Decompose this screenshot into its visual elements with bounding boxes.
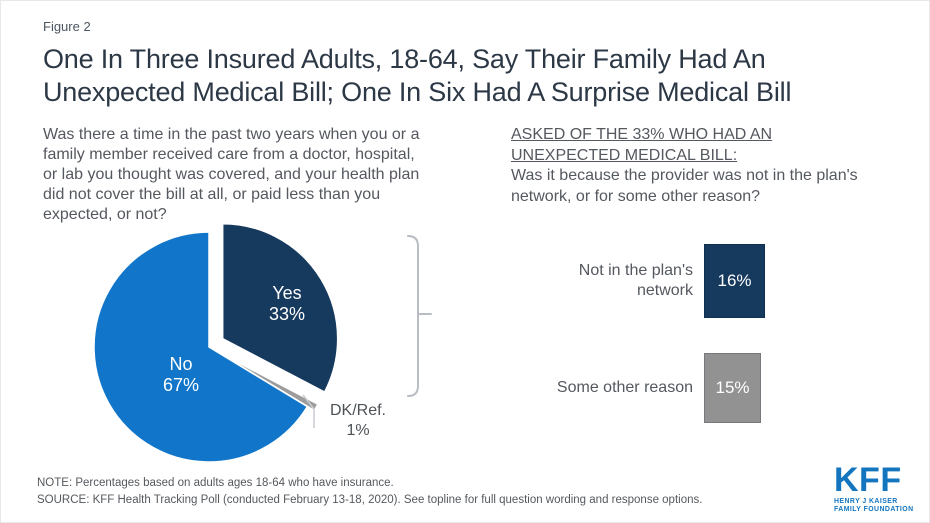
question-line: expected, or not? [43,206,167,223]
right-question-line2: network, or for some other reason? [511,187,761,205]
footer-notes: NOTE: Percentages based on adults ages 1… [37,475,702,509]
kff-logo-sub2: FAMILY FOUNDATION [834,505,914,513]
yes-slice-label: Yes 33% [247,283,327,325]
question-line: Was there a time in the past two years w… [43,126,420,143]
leader-line [302,394,315,428]
bar-value-other: 15% [715,378,750,397]
bar-row-network: Not in the plan's network 16% [521,244,765,318]
yes-label-text: Yes [272,283,302,303]
right-question-line1: Was it because the provider was not in t… [511,167,858,184]
pie-slice-no [93,231,309,463]
survey-question-left: Was there a time in the past two years w… [43,125,493,225]
note-text: NOTE: Percentages based on adults ages 1… [37,477,394,489]
pie-slice-yes [221,222,339,394]
bracket-annotation [407,235,432,397]
bar-label-other: Some other reason [556,379,693,396]
pie-chart [41,222,501,488]
page-title-line2: Unexpected Medical Bill; One In Six Had … [43,77,792,107]
question-line: or lab you thought was covered, and your… [43,166,420,183]
kff-logo-sub1: HENRY J KAISER [834,498,898,505]
bar-box-other: 15% [704,353,761,423]
bar-value-network: 16% [717,271,752,290]
bar-box-network: 16% [704,244,765,318]
dkref-label-text: DK/Ref. [329,402,386,419]
question-line: family member received care from a docto… [43,146,415,163]
question-line: did not cover the bill at all, or paid l… [43,186,381,203]
source-text: SOURCE: KFF Health Tracking Poll (conduc… [37,494,703,506]
figure-label: Figure 2 [43,19,91,34]
right-heading-line2: UNEXPECTED MEDICAL BILL: [511,146,738,164]
page-title-line1: One In Three Insured Adults, 18-64, Say … [43,44,766,74]
kff-logo-text: KFF [834,461,902,499]
bar-label-network: Not in the plan's network [578,262,693,299]
no-label-text: No [169,354,193,374]
pie-chart-svg [93,222,432,463]
right-heading-line1: ASKED OF THE 33% WHO HAD AN [511,126,773,143]
kff-logo: KFF HENRY J KAISER FAMILY FOUNDATION [834,463,914,514]
no-slice-label: No 67% [141,354,221,396]
survey-question-right: ASKED OF THE 33% WHO HAD AN UNEXPECTED M… [511,125,901,207]
bar-row-other: Some other reason 15% [521,353,761,423]
page-title: One In Three Insured Adults, 18-64, Say … [43,43,903,109]
no-label-pct: 67% [162,375,200,395]
dkref-label-pct: 1% [346,422,370,439]
dkref-slice-label: DK/Ref. 1% [318,401,398,441]
yes-label-pct: 33% [268,304,306,324]
